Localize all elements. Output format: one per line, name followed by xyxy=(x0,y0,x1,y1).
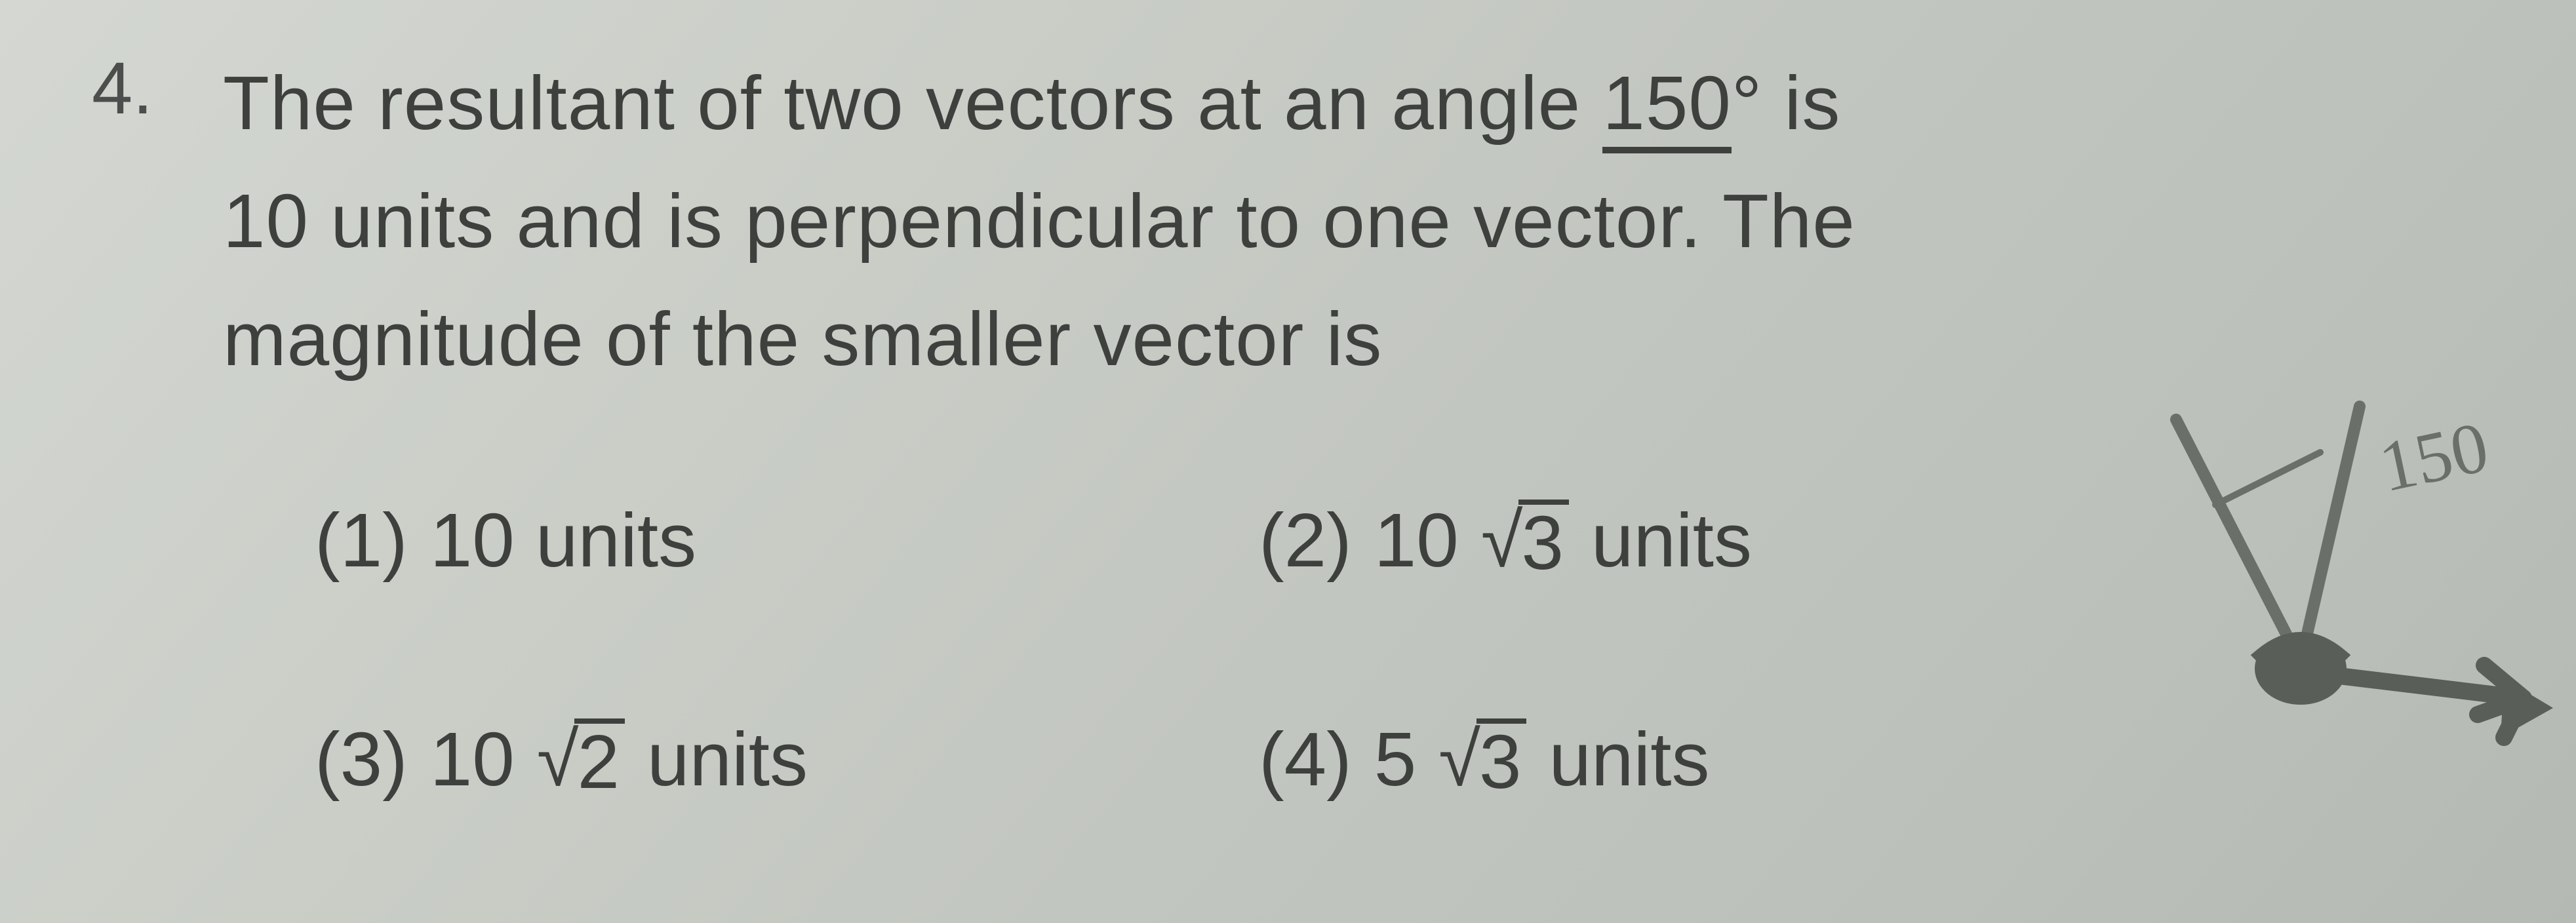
question-stem: The resultant of two vectors at an angle… xyxy=(223,45,2524,398)
question-number: 4. xyxy=(92,46,153,130)
option-label: (3) xyxy=(315,715,408,803)
option-unit: units xyxy=(1591,496,1752,584)
stem-line-2: 10 units and is perpendicular to one vec… xyxy=(223,163,2524,281)
angle-value: 150 xyxy=(1602,60,1732,153)
radical-symbol: √ xyxy=(537,721,579,797)
options-grid: (1) 10 units (2) 10 √ 3 units (3) 10 √ 2… xyxy=(315,496,2524,803)
radical-symbol: √ xyxy=(1481,502,1523,578)
option-coef: 10 xyxy=(1374,496,1459,584)
degree-symbol: ° xyxy=(1732,60,1762,146)
option-unit: units xyxy=(1549,715,1709,803)
sqrt-icon: √ 3 xyxy=(1481,500,1569,581)
annotation-text: 150 xyxy=(2373,406,2495,507)
option-3: (3) 10 √ 2 units xyxy=(315,715,1233,803)
option-label: (2) xyxy=(1259,496,1352,584)
option-label: (4) xyxy=(1259,715,1352,803)
option-4: (4) 5 √ 3 units xyxy=(1259,715,2308,803)
radicand: 2 xyxy=(574,718,625,800)
option-text: 10 units xyxy=(430,496,696,584)
option-unit: units xyxy=(647,715,808,803)
option-label: (1) xyxy=(315,496,408,584)
stem-line-1: The resultant of two vectors at an angle… xyxy=(223,45,2524,163)
stem-text: is xyxy=(1762,60,1840,146)
option-coef: 10 xyxy=(430,715,515,803)
radicand: 3 xyxy=(1518,500,1569,581)
page: 4. The resultant of two vectors at an an… xyxy=(0,0,2576,842)
radicand: 3 xyxy=(1476,718,1527,800)
stem-line-3: magnitude of the smaller vector is xyxy=(223,281,2524,399)
sqrt-icon: √ 3 xyxy=(1438,718,1526,800)
stem-text: The resultant of two vectors at an angle xyxy=(223,60,1602,146)
option-1: (1) 10 units xyxy=(315,496,1233,584)
option-coef: 5 xyxy=(1374,715,1417,803)
option-2: (2) 10 √ 3 units xyxy=(1259,496,2308,584)
radical-symbol: √ xyxy=(1438,721,1480,797)
sqrt-icon: √ 2 xyxy=(537,718,625,800)
